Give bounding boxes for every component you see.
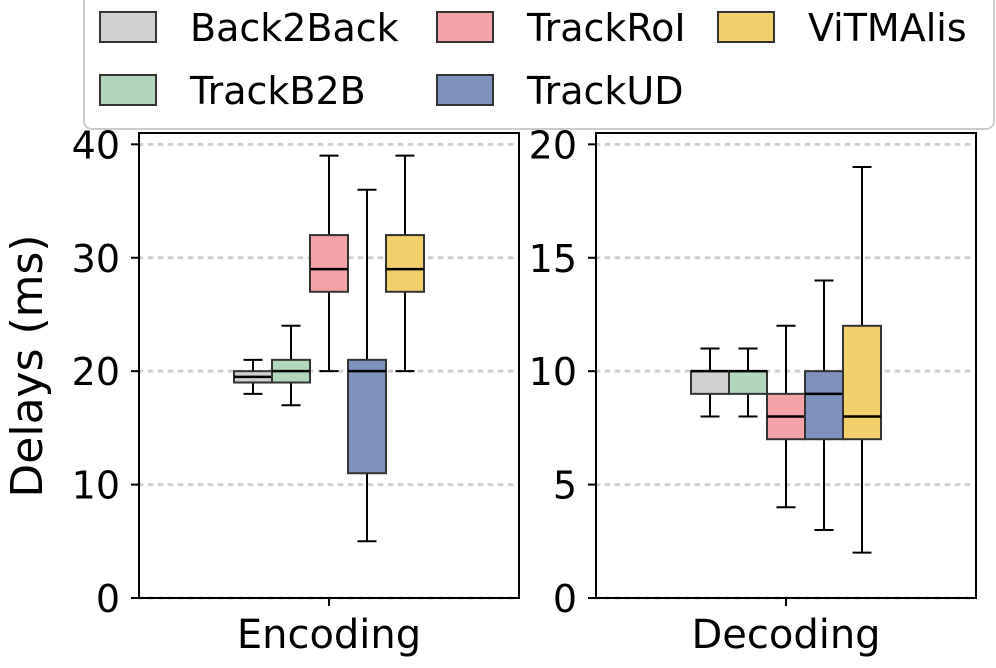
box-trackb2b (728, 347, 768, 418)
box-back2back (690, 347, 730, 418)
y-tick-label: 5 (553, 464, 577, 508)
legend-swatch (436, 11, 494, 43)
y-tick-label: 40 (72, 123, 120, 167)
box-body (347, 358, 387, 475)
y-axis-label: Delays (ms) (2, 234, 53, 497)
x-tick-label: Encoding (237, 612, 421, 658)
legend-item: TrackB2B (99, 69, 366, 113)
box-vitmalis (842, 166, 882, 554)
y-tick-label: 20 (72, 350, 120, 394)
box-trackud (804, 279, 844, 531)
y-tick-label: 30 (72, 237, 120, 281)
box-trackroi (766, 324, 806, 509)
panel-decoding: 0 5 10 15 20 Decoding (529, 123, 978, 658)
legend-label: TrackUD (526, 69, 684, 113)
legend-label: ViTMAlis (808, 6, 967, 50)
y-tick-label: 20 (529, 123, 577, 167)
box-body (842, 324, 882, 441)
box-trackroi (309, 154, 349, 373)
legend-swatch (99, 11, 157, 43)
y-tick-label: 15 (529, 237, 577, 281)
box-trackud (347, 188, 387, 543)
legend-label: Back2Back (190, 6, 399, 50)
y-tick-label: 0 (553, 577, 577, 621)
y-tick-label: 10 (72, 464, 120, 508)
y-tick-label: 10 (529, 350, 577, 394)
legend-swatch (717, 11, 775, 43)
y-tick-label: 0 (96, 577, 120, 621)
panels: 0 10 20 30 40 Encoding 0 5 10 15 20 Decoding (72, 123, 978, 658)
legend-swatch (99, 74, 157, 106)
x-tick-label: Decoding (691, 612, 880, 658)
legend: Back2Back TrackRoI ViTMAlis TrackB2B TrackUD (83, 0, 995, 130)
box-body (804, 370, 844, 441)
box-body (690, 370, 730, 395)
box-back2back (233, 358, 273, 395)
legend-item: ViTMAlis (717, 6, 967, 50)
legend-swatch (436, 74, 494, 106)
legend-item: Back2Back (99, 6, 399, 50)
box-trackb2b (271, 324, 311, 407)
box-body (385, 234, 425, 293)
legend-label: TrackB2B (189, 69, 366, 113)
legend-item: TrackRoI (436, 6, 686, 50)
legend-item: TrackUD (436, 69, 684, 113)
legend-label: TrackRoI (526, 6, 686, 50)
box-body (728, 370, 768, 395)
box-vitmalis (385, 154, 425, 373)
panel-encoding: 0 10 20 30 40 Encoding (72, 123, 521, 658)
box-body (309, 234, 349, 293)
